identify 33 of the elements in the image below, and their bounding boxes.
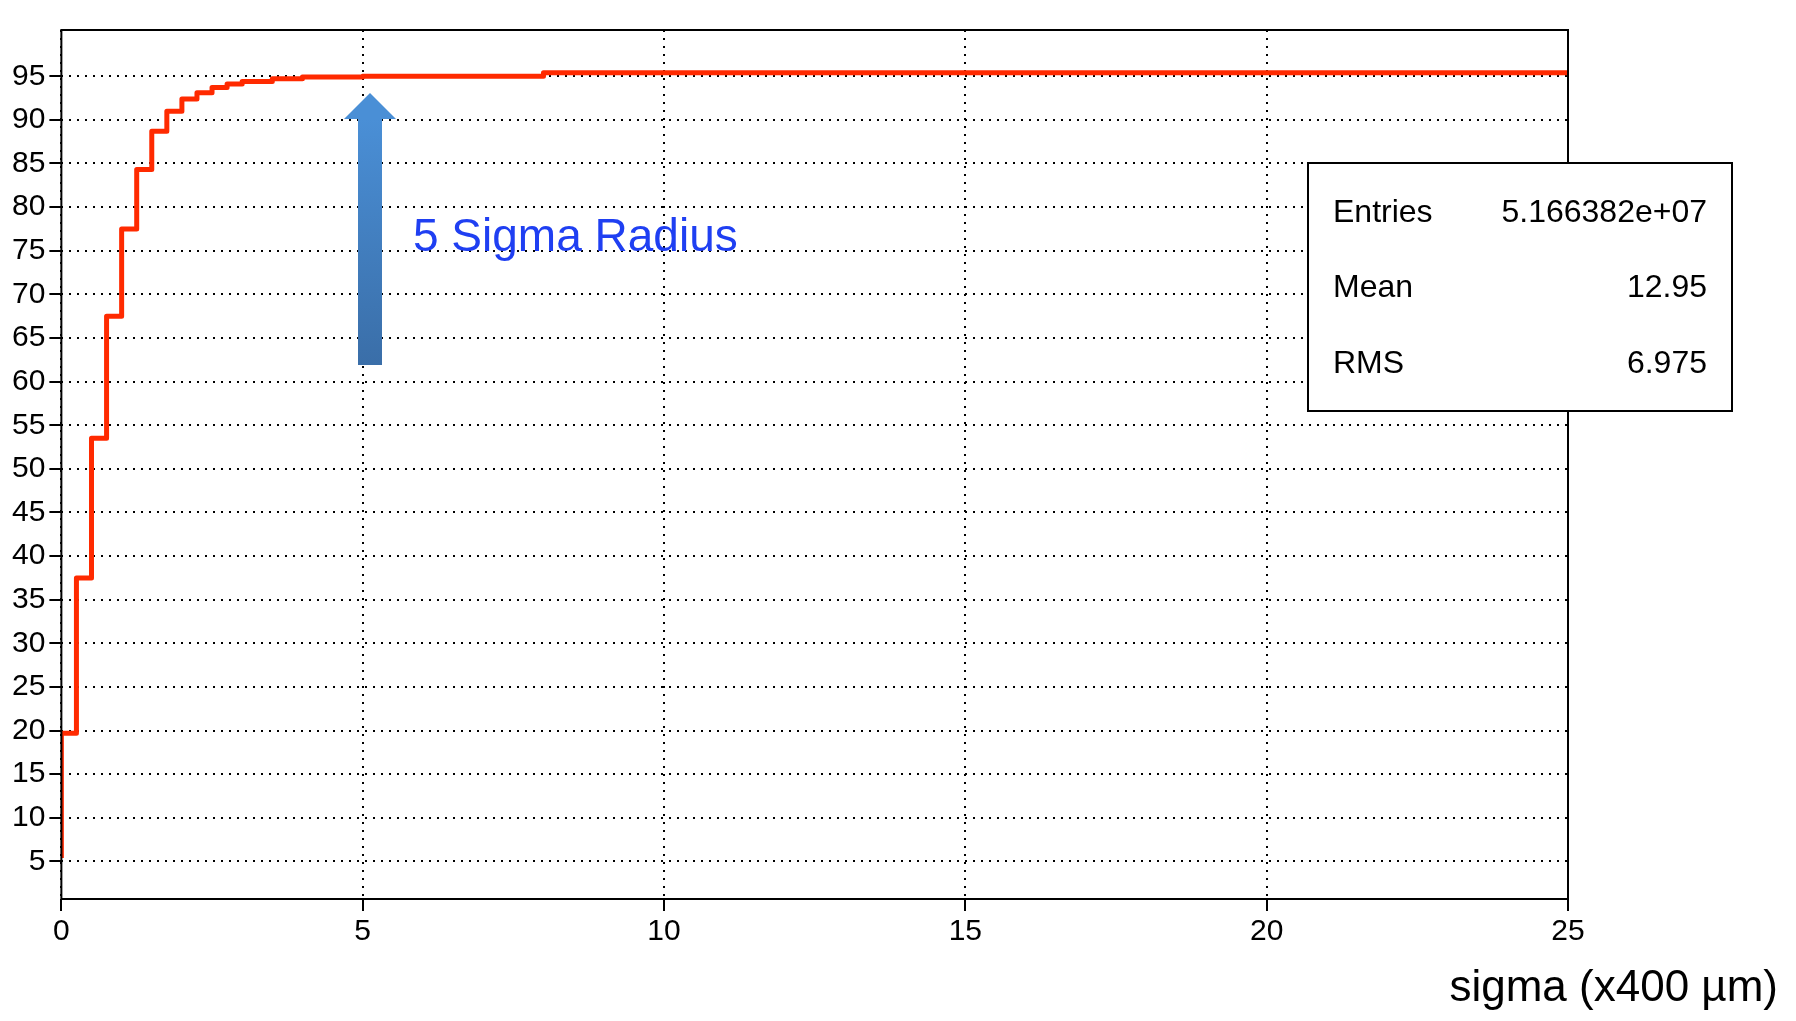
y-tick-label: 45 [11,493,46,527]
x-tick-label: 5 [354,913,372,947]
annotation: 5 Sigma Radius [413,208,738,262]
annotation: Entries [1333,193,1433,231]
y-tick-label: 40 [11,537,46,571]
y-tick-label: 75 [11,232,46,266]
y-tick-label: 25 [11,668,46,702]
y-tick-label: 5 [28,842,46,876]
x-tick-label: 0 [53,913,70,947]
x-tick-label: 20 [1249,913,1284,947]
text: 6.975 [1626,343,1707,381]
y-tick-label: 70 [11,275,46,309]
y-tick-label: 80 [11,188,46,222]
y-tick-label: 60 [11,362,46,396]
y-tick-label: 35 [11,581,46,614]
x-tick-label: 10 [647,913,681,947]
annotation: Mean [1333,268,1414,306]
x-tick-label: 15 [948,913,983,947]
text: 12.95 [1626,268,1707,306]
y-tick-label: 55 [11,406,46,440]
y-tick-label: 85 [11,144,46,178]
y-tick-label: 65 [11,319,46,353]
y-tick-label: 95 [11,57,46,91]
y-tick-label: 15 [11,755,46,789]
annotation: 5.166382e+07 [1501,193,1707,231]
y-tick-label: 50 [11,450,46,484]
y-tick-label: 90 [11,101,46,135]
x-tick-label: 25 [1551,913,1585,947]
annotation: RMS [1333,343,1405,381]
y-tick-label: 30 [11,624,46,658]
y-tick-label: 20 [11,711,46,745]
y-tick-label: 10 [11,799,46,833]
x-axis-title: sigma (x400 µm) [1449,961,1778,1011]
